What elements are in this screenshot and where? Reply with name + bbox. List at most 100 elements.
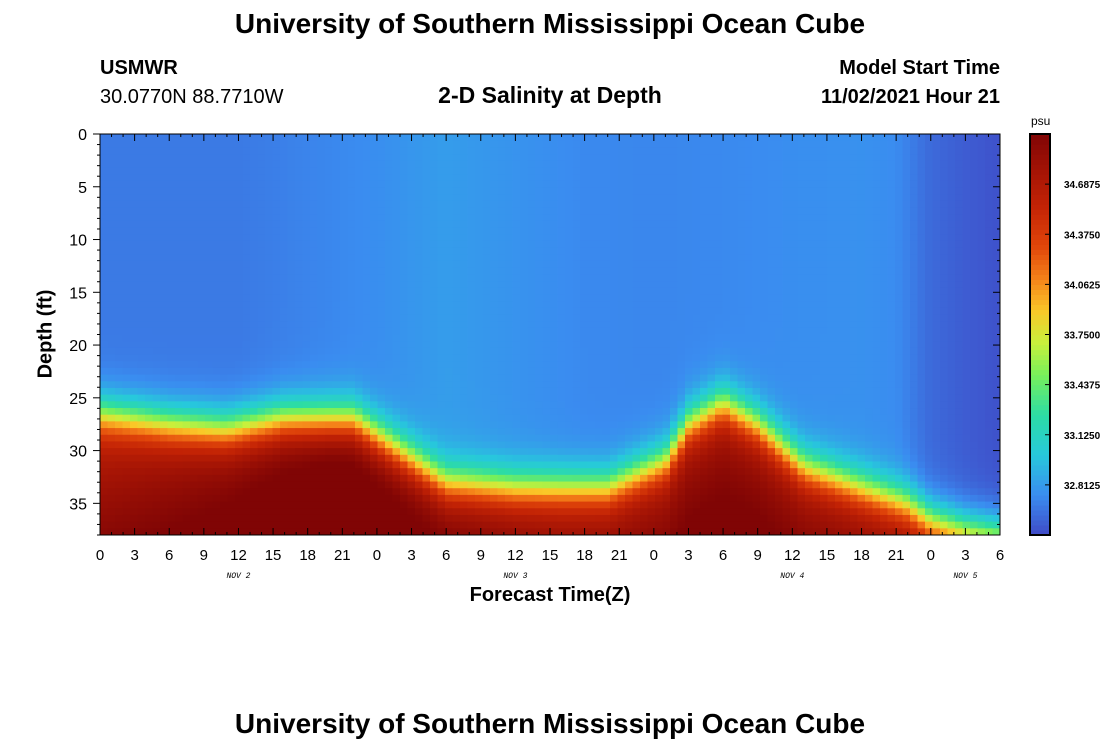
- heatmap-cell: [437, 234, 446, 242]
- heatmap-cell: [272, 341, 281, 349]
- heatmap-cell: [445, 434, 454, 443]
- heatmap-cell: [302, 207, 311, 215]
- heatmap-cell: [370, 528, 379, 535]
- heatmap-cell: [355, 254, 364, 262]
- heatmap-cell: [677, 367, 686, 376]
- heatmap-cell: [557, 361, 566, 369]
- heatmap-cell: [250, 254, 259, 262]
- heatmap-cell: [250, 421, 259, 429]
- heatmap-cell: [587, 227, 596, 235]
- heatmap-cell: [415, 341, 424, 349]
- heatmap-cell: [542, 408, 551, 416]
- heatmap-cell: [137, 167, 146, 175]
- heatmap-cell: [422, 374, 431, 382]
- heatmap-cell: [370, 301, 379, 309]
- heatmap-cell: [677, 314, 686, 322]
- heatmap-cell: [100, 260, 109, 269]
- heatmap-cell: [257, 367, 266, 376]
- heatmap-cell: [332, 441, 341, 449]
- heatmap-cell: [392, 240, 401, 249]
- heatmap-cell: [625, 167, 634, 175]
- heatmap-cell: [257, 481, 266, 489]
- heatmap-cell: [707, 274, 716, 282]
- heatmap-cell: [310, 354, 319, 362]
- heatmap-cell: [257, 461, 266, 469]
- heatmap-cell: [542, 200, 551, 209]
- heatmap-cell: [107, 194, 116, 202]
- heatmap-cell: [385, 227, 394, 235]
- heatmap-cell: [167, 227, 176, 235]
- heatmap-cell: [107, 200, 116, 209]
- heatmap-cell: [227, 214, 236, 222]
- heatmap-cell: [302, 454, 311, 463]
- heatmap-cell: [707, 428, 716, 436]
- heatmap-cell: [347, 441, 356, 449]
- heatmap-cell: [197, 381, 206, 389]
- heatmap-cell: [197, 281, 206, 289]
- heatmap-cell: [707, 441, 716, 449]
- heatmap-cell: [265, 381, 274, 389]
- heatmap-cell: [415, 474, 424, 483]
- heatmap-cell: [302, 521, 311, 529]
- heatmap-cell: [640, 227, 649, 235]
- heatmap-cell: [460, 160, 469, 169]
- heatmap-cell: [235, 334, 244, 342]
- heatmap-cell: [490, 194, 499, 202]
- heatmap-cell: [190, 327, 199, 336]
- heatmap-cell: [190, 160, 199, 169]
- heatmap-cell: [310, 528, 319, 535]
- heatmap-cell: [107, 394, 116, 402]
- heatmap-cell: [340, 354, 349, 362]
- heatmap-cell: [287, 367, 296, 376]
- heatmap-cell: [242, 220, 251, 229]
- heatmap-cell: [610, 414, 619, 422]
- heatmap-cell: [542, 294, 551, 302]
- heatmap-cell: [362, 274, 371, 282]
- heatmap-cell: [550, 454, 559, 463]
- heatmap-cell: [175, 281, 184, 289]
- heatmap-cell: [595, 301, 604, 309]
- heatmap-cell: [347, 374, 356, 382]
- heatmap-cell: [430, 334, 439, 342]
- heatmap-cell: [655, 468, 664, 476]
- heatmap-cell: [482, 267, 491, 275]
- heatmap-cell: [227, 147, 236, 155]
- heatmap-cell: [122, 354, 131, 362]
- heatmap-cell: [265, 287, 274, 295]
- heatmap-cell: [557, 200, 566, 209]
- heatmap-cell: [670, 341, 679, 349]
- heatmap-cell: [310, 294, 319, 302]
- heatmap-cell: [602, 227, 611, 235]
- heatmap-cell: [535, 281, 544, 289]
- heatmap-cell: [527, 140, 536, 148]
- heatmap-cell: [265, 327, 274, 336]
- heatmap-cell: [265, 354, 274, 362]
- heatmap-cell: [235, 347, 244, 356]
- heatmap-cell: [445, 187, 454, 195]
- heatmap-cell: [482, 501, 491, 509]
- heatmap-cell: [467, 494, 476, 503]
- heatmap-cell: [362, 421, 371, 429]
- heatmap-cell: [662, 481, 671, 489]
- heatmap-cell: [295, 260, 304, 269]
- heatmap-cell: [145, 134, 154, 142]
- heatmap-cell: [325, 207, 334, 215]
- heatmap-cell: [137, 428, 146, 436]
- heatmap-cell: [122, 154, 131, 162]
- heatmap-cell: [242, 474, 251, 483]
- heatmap-cell: [670, 374, 679, 382]
- heatmap-cell: [572, 194, 581, 202]
- heatmap-cell: [430, 134, 439, 142]
- heatmap-cell: [655, 521, 664, 529]
- heatmap-cell: [280, 260, 289, 269]
- heatmap-cell: [587, 260, 596, 269]
- heatmap-cell: [632, 321, 641, 329]
- heatmap-cell: [587, 367, 596, 376]
- heatmap-cell: [565, 501, 574, 509]
- heatmap-cell: [527, 220, 536, 229]
- heatmap-cell: [422, 200, 431, 209]
- heatmap-cell: [152, 194, 161, 202]
- heatmap-cell: [625, 140, 634, 148]
- heatmap-cell: [587, 528, 596, 535]
- heatmap-cell: [602, 220, 611, 229]
